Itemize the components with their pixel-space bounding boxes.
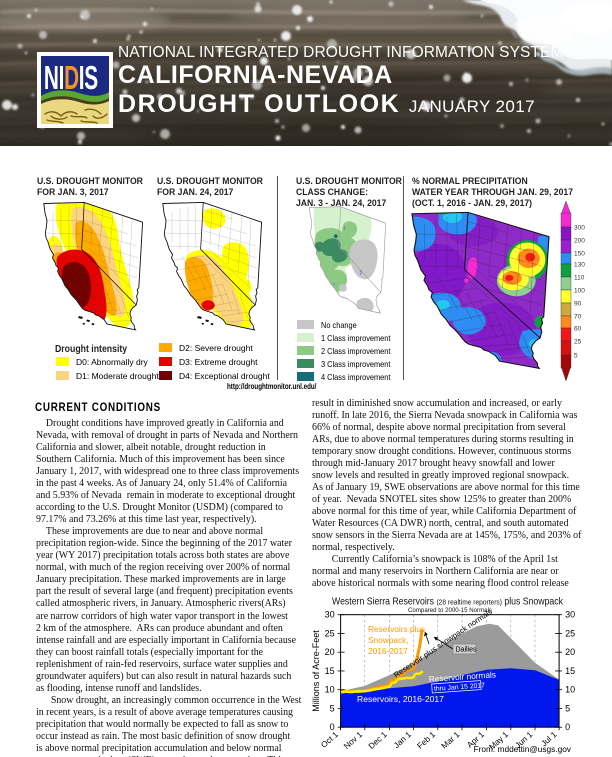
- svg-text:150: 150: [574, 251, 585, 258]
- svg-text:200: 200: [574, 238, 585, 245]
- svg-text:110: 110: [574, 275, 585, 282]
- svg-text:0: 0: [330, 722, 335, 732]
- svg-text:30: 30: [325, 610, 335, 620]
- svg-text:60: 60: [574, 326, 582, 333]
- svg-text:NIDIS: NIDIS: [44, 59, 98, 96]
- svg-text:Nov 1: Nov 1: [342, 730, 364, 751]
- svg-text:Dailies: Dailies: [456, 647, 478, 654]
- svg-text:2016-2017: 2016-2017: [368, 646, 408, 656]
- svg-text:Millions of Acre-Feet: Millions of Acre-Feet: [312, 630, 321, 712]
- svg-text:20: 20: [325, 647, 335, 657]
- svg-text:From: mddettin@usgs.gov: From: mddettin@usgs.gov: [474, 744, 572, 754]
- svg-text:Reservoirs, 2016-2017: Reservoirs, 2016-2017: [357, 694, 444, 704]
- svg-text:90: 90: [574, 301, 582, 308]
- svg-text:15: 15: [325, 666, 335, 676]
- svg-text:100: 100: [574, 288, 585, 295]
- svg-text:30: 30: [565, 610, 575, 620]
- svg-text:70: 70: [574, 314, 582, 321]
- svg-text:0: 0: [565, 722, 570, 732]
- svg-text:10: 10: [325, 685, 335, 695]
- svg-text:10: 10: [565, 685, 575, 695]
- svg-text:25: 25: [565, 628, 575, 638]
- svg-text:5: 5: [330, 703, 335, 713]
- svg-text:Compared to 2000-15 Normals: Compared to 2000-15 Normals: [408, 607, 493, 614]
- svg-text:130: 130: [574, 262, 585, 269]
- svg-text:thru Jan 15 2017: thru Jan 15 2017: [434, 682, 486, 693]
- svg-text:15: 15: [565, 666, 575, 676]
- svg-text:Mar 1: Mar 1: [440, 730, 462, 751]
- svg-text:5: 5: [574, 353, 578, 360]
- svg-text:300: 300: [574, 225, 585, 232]
- svg-text:Jan 1: Jan 1: [392, 730, 413, 750]
- svg-text:25: 25: [325, 628, 335, 638]
- svg-text:Feb 1: Feb 1: [416, 730, 438, 751]
- svg-text:5: 5: [565, 703, 570, 713]
- svg-text:Reservoirs plus: Reservoirs plus: [368, 624, 425, 634]
- svg-text:Oct 1: Oct 1: [319, 730, 340, 750]
- svg-text:Snowpack,: Snowpack,: [368, 635, 409, 645]
- svg-text:Dec 1: Dec 1: [367, 730, 389, 751]
- svg-text:Western Sierra Reservoirs (28: Western Sierra Reservoirs (28 realtime r…: [332, 597, 564, 608]
- svg-text:25: 25: [574, 339, 582, 346]
- svg-text:20: 20: [565, 647, 575, 657]
